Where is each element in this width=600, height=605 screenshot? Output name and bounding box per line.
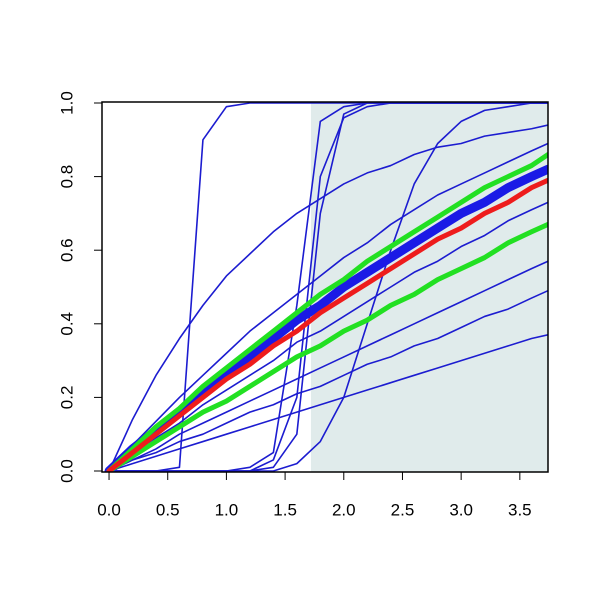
series-line	[108, 142, 548, 472]
y-tick-label: 0.8	[57, 165, 76, 189]
series-line	[108, 124, 548, 472]
x-tick-label: 2.0	[332, 500, 356, 519]
y-tick-label: 0.6	[57, 238, 76, 262]
x-tick-label: 0.5	[156, 500, 180, 519]
series-line	[108, 201, 548, 472]
series-line	[108, 260, 548, 472]
x-tick-label: 3.5	[508, 500, 532, 519]
plot-frame	[101, 101, 549, 473]
series-line	[108, 334, 548, 472]
x-tick-label: 1.5	[273, 500, 297, 519]
x-tick-label: 3.0	[449, 500, 473, 519]
plot-area	[104, 102, 548, 472]
x-tick-label: 0.0	[97, 500, 121, 519]
series-line	[104, 164, 548, 472]
series-line	[106, 177, 548, 472]
series-line	[106, 152, 548, 472]
y-tick-label: 0.2	[57, 386, 76, 410]
y-tick-label: 1.0	[57, 91, 76, 115]
series-line	[108, 102, 548, 472]
axes: 0.0 0.5 1.0 1.5 2.0 2.5 3.0 3.5 0.0 0.2 0.4 0.6 0.8 1…	[57, 91, 531, 519]
x-tick-label: 2.5	[391, 500, 415, 519]
y-tick-label: 0.4	[57, 312, 76, 336]
y-tick-label: 0.0	[57, 459, 76, 483]
series-line	[106, 221, 548, 472]
x-tick-label: 1.0	[215, 500, 239, 519]
series-line	[108, 289, 548, 472]
